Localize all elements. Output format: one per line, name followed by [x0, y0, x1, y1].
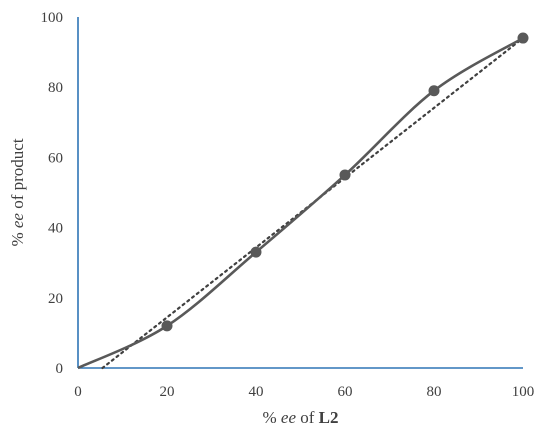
y-tick-label: 100	[41, 10, 64, 26]
label-part: ee	[281, 408, 297, 427]
axes	[77, 17, 523, 369]
x-tick-label: 100	[512, 384, 535, 400]
label-part: L2	[319, 408, 339, 427]
y-tick-labels: 0 20 40 60 80 100	[41, 10, 64, 377]
label-part: %	[8, 228, 27, 246]
x-tick-label: 0	[74, 384, 82, 400]
label-part: of	[296, 408, 319, 427]
y-tick-label: 40	[48, 221, 63, 237]
label-part: of product	[8, 138, 27, 213]
x-tick-label: 40	[249, 384, 264, 400]
y-tick-label: 60	[48, 150, 63, 166]
x-axis-label: % ee of L2	[262, 408, 338, 427]
x-tick-label: 60	[338, 384, 353, 400]
y-axis-label: % ee of product	[8, 138, 27, 246]
x-tick-labels: 0 20 40 60 80 100	[74, 384, 534, 400]
x-tick-label: 20	[160, 384, 175, 400]
data-point	[517, 32, 529, 44]
trendline	[101, 36, 525, 370]
series-group	[77, 32, 529, 370]
x-tick-label: 80	[427, 384, 442, 400]
trendline-group	[101, 36, 525, 370]
y-tick-label: 80	[48, 80, 63, 96]
series-line	[77, 36, 524, 370]
label-part: ee	[8, 213, 27, 229]
data-point	[339, 169, 351, 181]
y-tick-label: 0	[56, 361, 64, 377]
label-part: %	[262, 408, 280, 427]
y-tick-label: 20	[48, 291, 63, 307]
data-point	[428, 85, 440, 97]
data-point	[161, 320, 173, 332]
data-point	[250, 246, 262, 258]
